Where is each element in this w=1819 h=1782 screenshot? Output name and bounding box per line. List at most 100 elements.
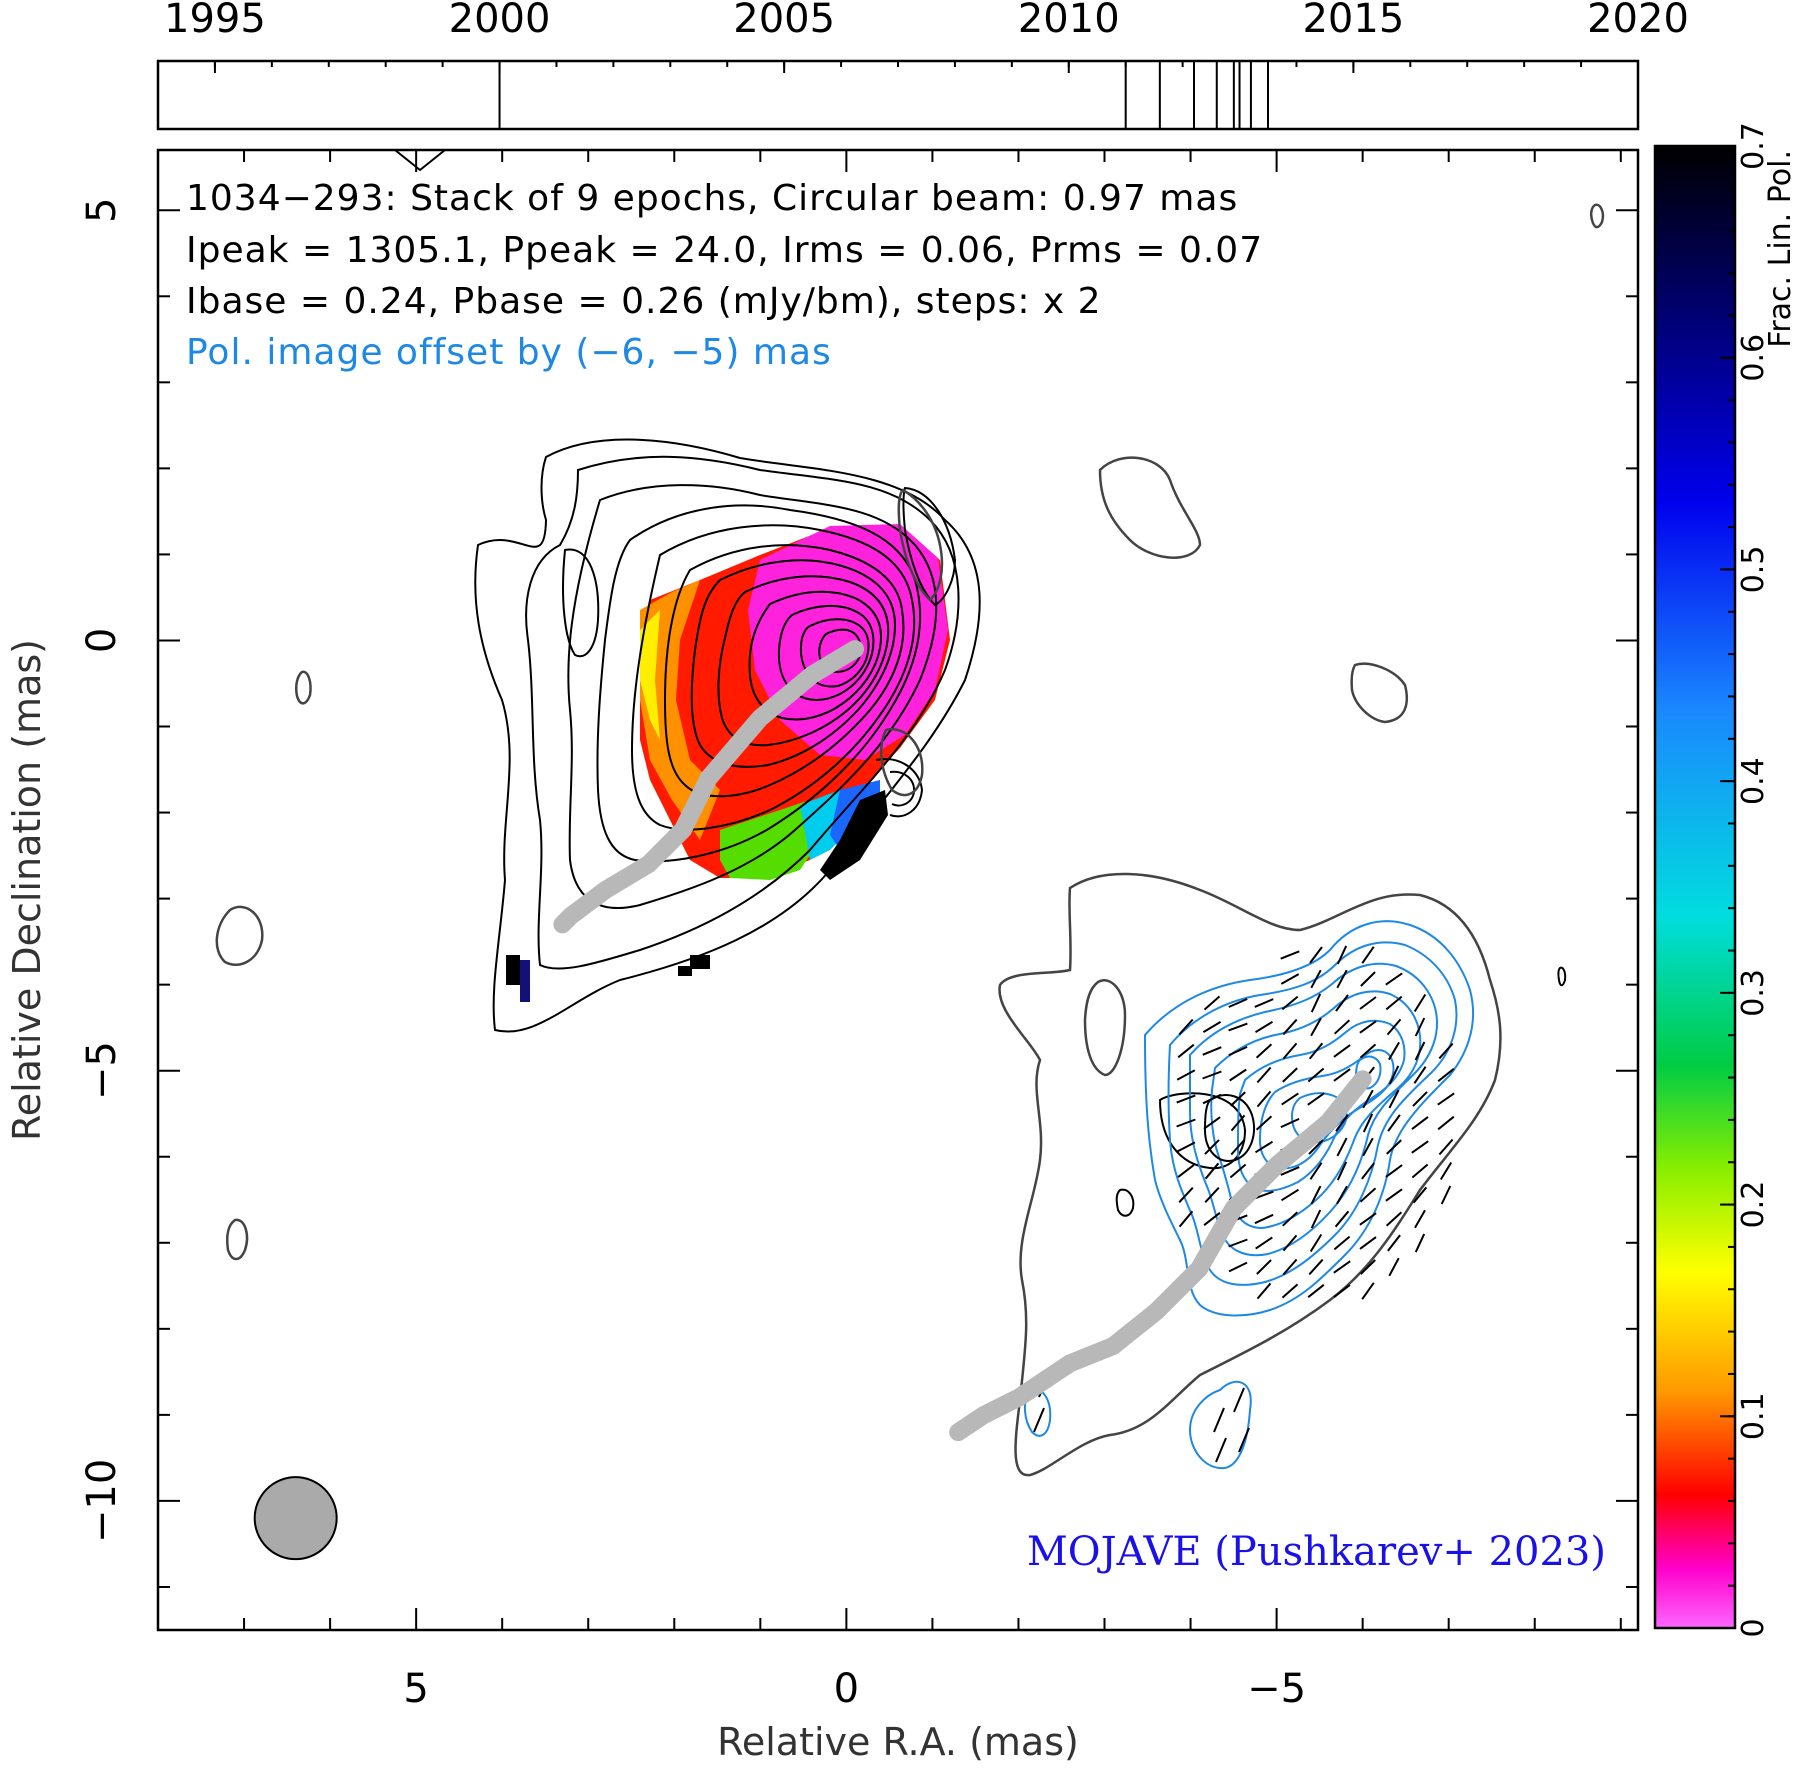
frac-pol-image	[506, 524, 950, 1002]
frac-pol-pixel	[506, 955, 520, 985]
evpa-tick	[1362, 1113, 1374, 1133]
frac-pol-region-green	[720, 800, 820, 880]
map-frame	[156, 148, 1640, 1632]
evpa-tick	[1385, 1164, 1403, 1178]
colorbar-tick-label: 0.7	[1736, 122, 1771, 170]
evpa-tick	[1359, 1236, 1377, 1250]
evpa-tick	[1256, 1282, 1272, 1300]
contour-line	[630, 524, 916, 831]
evpa-tick	[1334, 1210, 1350, 1228]
restoring-beam	[253, 1476, 338, 1561]
y-tick-label: 0	[79, 628, 125, 653]
evpa-tick	[1335, 994, 1349, 1012]
offset-note: Pol. image offset by (−6, −5) mas	[186, 332, 832, 373]
pol-panel-core-contour	[1203, 1094, 1255, 1162]
evpa-tick	[1233, 1387, 1245, 1413]
evpa-tick	[1336, 1161, 1348, 1181]
evpa-tick	[1176, 1094, 1196, 1104]
colorbar-tick-label: 0.5	[1736, 546, 1771, 594]
contour-line	[690, 559, 897, 768]
pol-offset-i-contours	[215, 203, 1605, 1477]
evpa-tick	[1310, 993, 1322, 1013]
evpa-tick	[1438, 1042, 1454, 1060]
frac-pol-pixel	[678, 966, 692, 976]
contour-line	[226, 1218, 249, 1261]
colorbar-ticks: 0 0.1 0.2 0.3 0.4 0.5 0.6 0.7	[1720, 122, 1771, 1638]
contour-line	[897, 488, 944, 602]
evpa-tick	[1413, 993, 1427, 1013]
evpa-tick	[1360, 971, 1376, 987]
evpa-tick	[1254, 1190, 1274, 1200]
evpa-tick	[1361, 1282, 1375, 1300]
evpa-tick	[1281, 1283, 1299, 1299]
contour-line	[1350, 662, 1409, 724]
y-tick-label: 5	[79, 198, 125, 223]
colorbar: 0 0.1 0.2 0.3 0.4 0.5 0.6 0.7 Frac. Lin. Pol.	[1653, 122, 1798, 1638]
pol-contour-line	[1024, 1388, 1052, 1437]
evpa-tick	[1438, 1138, 1454, 1156]
jet-ridge-line	[553, 640, 864, 934]
evpa-tick	[1440, 1185, 1452, 1205]
colorbar-label: Frac. Lin. Pol.	[1763, 150, 1798, 348]
x-tick-label: 5	[403, 1666, 428, 1712]
colorbar-gradient	[1655, 146, 1735, 1628]
evpa-tick	[1178, 1210, 1194, 1228]
evpa-tick	[1333, 1284, 1351, 1298]
evpa-tick	[1387, 1114, 1401, 1132]
evpa-tick	[1437, 1115, 1455, 1131]
evpa-tick	[1215, 1437, 1227, 1463]
evpa-tick	[1203, 995, 1221, 1011]
evpa-tick	[1202, 1093, 1222, 1105]
evpa-tick	[1203, 1116, 1221, 1130]
pol-contour-line	[1291, 1092, 1348, 1144]
evpa-tick	[1333, 1235, 1351, 1251]
evpa-tick	[1280, 1188, 1300, 1202]
evpa-tick	[1309, 946, 1323, 964]
evpa-tick	[1213, 1407, 1225, 1433]
evpa-tick	[1413, 1066, 1427, 1084]
evpa-tick	[1204, 1139, 1220, 1155]
contour-line	[663, 544, 905, 798]
evpa-tick	[1177, 1043, 1195, 1059]
epoch-timeline: 1995 2000 2005 2010 2015 2020	[156, 0, 1689, 131]
evpa-tick	[1333, 1068, 1351, 1082]
evpa-tick	[1229, 1068, 1247, 1082]
evpa-tick	[1256, 1090, 1272, 1108]
evpa-tick	[1228, 1261, 1248, 1273]
contour-line	[567, 484, 938, 909]
evpa-tick	[1333, 1044, 1351, 1058]
timeline-year-label: 2020	[1587, 0, 1689, 42]
contour-line	[875, 758, 924, 818]
evpa-tick	[1204, 1162, 1220, 1180]
contour-line	[1589, 203, 1605, 229]
evpa-tick	[1411, 1116, 1429, 1130]
evpa-tick	[1310, 1185, 1322, 1205]
evpa-tick	[1280, 1166, 1300, 1176]
contour-line	[902, 486, 957, 607]
evpa-tick	[1229, 1163, 1247, 1179]
y-tick-labels: 5 0 −5 −10	[79, 198, 125, 1544]
evpa-tick	[1203, 1212, 1221, 1226]
contour-line	[394, 150, 446, 172]
evpa-tick	[1310, 969, 1322, 989]
timeline-year-label: 2015	[1302, 0, 1404, 42]
contour-line	[1098, 456, 1202, 559]
colorbar-tick-label: 0.2	[1736, 1181, 1771, 1229]
evpa-tick	[1255, 1043, 1273, 1059]
timeline-year-label: 2005	[733, 0, 835, 42]
evpa-tick	[1386, 1139, 1402, 1155]
pol-contour-line	[1167, 941, 1458, 1286]
evpa-tick	[1228, 1045, 1248, 1057]
evpa-tick	[1307, 1284, 1325, 1298]
evpa-tick	[1281, 995, 1299, 1011]
contour-line	[1083, 979, 1127, 1077]
evpa-tick	[1336, 969, 1348, 989]
evpa-tick	[1177, 1164, 1195, 1178]
evpa-tick	[1309, 1162, 1323, 1180]
contour-line	[799, 618, 870, 688]
timeline-epoch-lines	[498, 61, 1269, 129]
timeline-year-label: 2010	[1018, 0, 1120, 42]
evpa-tick	[1412, 1186, 1428, 1204]
pol-contour-line	[1354, 1055, 1382, 1090]
colorbar-frame	[1653, 144, 1737, 1630]
